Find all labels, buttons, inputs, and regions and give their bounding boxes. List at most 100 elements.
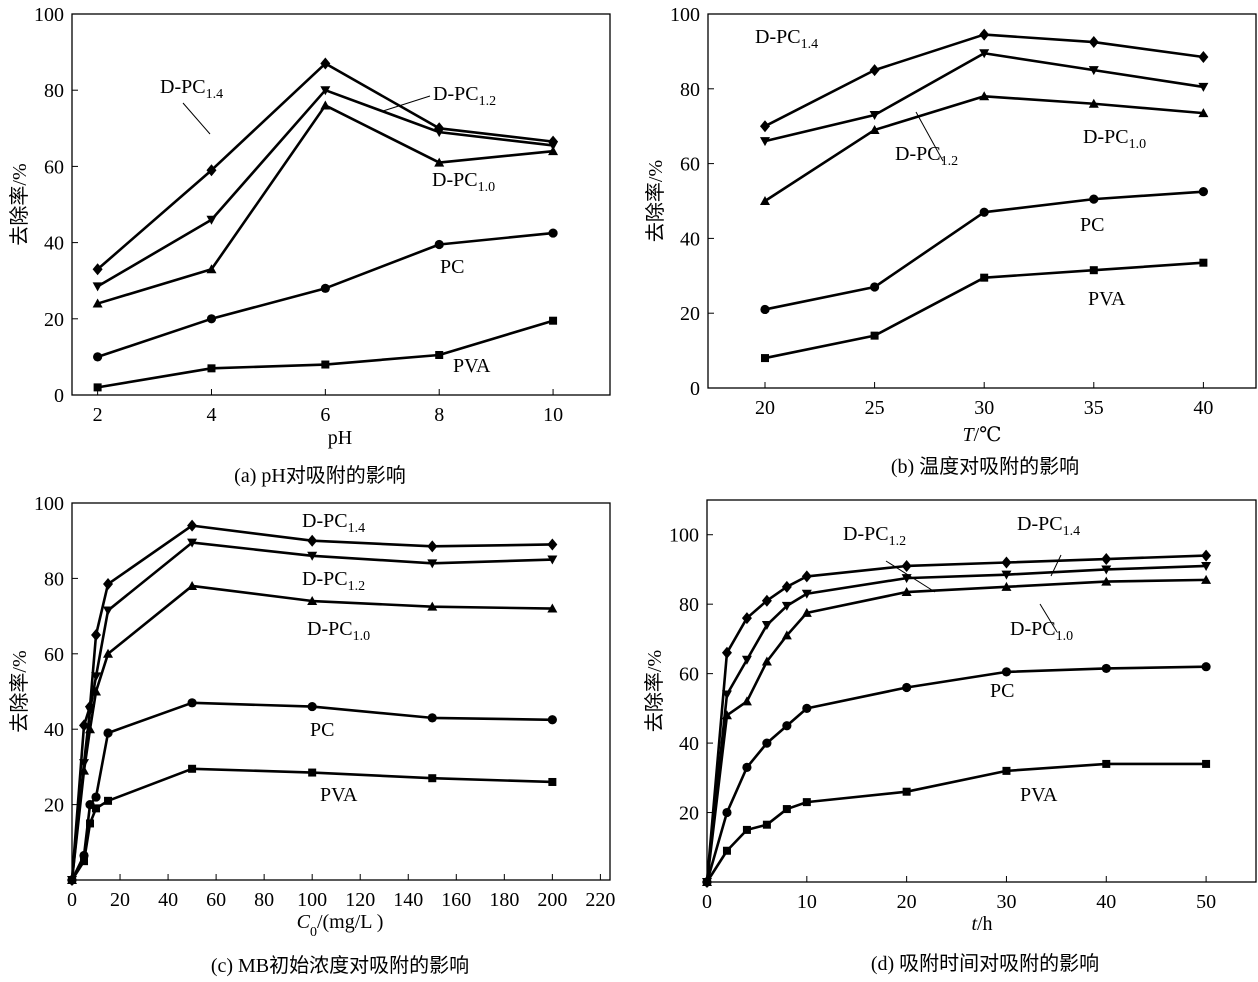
marker-triangle-down (869, 110, 880, 120)
series-pva (760, 258, 1208, 363)
x-axis-label-part: /℃ (974, 424, 1002, 446)
marker-triangle-up (547, 603, 558, 613)
marker-diamond (307, 534, 318, 547)
series-line (705, 554, 1207, 883)
series-line (764, 33, 1204, 128)
x-tick-label: 10 (797, 891, 817, 913)
annotation-subscript: 1.4 (206, 87, 224, 102)
x-tick-label: 8 (434, 404, 444, 426)
series-pva (68, 764, 557, 884)
marker-square (428, 774, 437, 783)
series-line (70, 767, 553, 881)
annotation-subscript: 1.4 (1063, 524, 1081, 539)
series-d-pc1-4 (759, 28, 1209, 133)
x-axis-label-part: T (962, 424, 975, 446)
marker-triangle-down (427, 559, 438, 569)
series-d-pc1-0 (92, 100, 559, 308)
marker-square (548, 777, 557, 786)
marker-triangle-up (1198, 108, 1209, 118)
marker-triangle-down (801, 589, 812, 599)
series-annotation: PC (440, 256, 464, 278)
x-tick-label: 2 (93, 404, 103, 426)
marker-diamond (901, 559, 912, 572)
marker-diamond (1101, 553, 1112, 566)
marker-square (308, 768, 317, 777)
series-line (70, 541, 553, 881)
marker-diamond (801, 570, 812, 583)
y-axis-label: 去除率/% (643, 650, 666, 732)
series-pva (703, 759, 1211, 886)
annotation-subscript: 1.0 (1056, 629, 1074, 644)
series-d-pc1-0 (702, 574, 1212, 886)
leader-line (382, 95, 431, 112)
marker-triangle-up (434, 157, 445, 167)
plot-frame (707, 13, 1257, 389)
marker-triangle-up (85, 724, 96, 734)
x-axis-label-part: /h (977, 913, 993, 935)
y-tick-label: 20 (44, 795, 64, 817)
marker-triangle-down (206, 215, 217, 225)
marker-diamond (320, 57, 331, 70)
marker-triangle-down (434, 128, 445, 138)
marker-triangle-up (741, 696, 752, 706)
leader-line (915, 111, 944, 162)
marker-square (802, 798, 811, 807)
marker-triangle-up (320, 100, 331, 110)
marker-triangle-up (1001, 581, 1012, 591)
marker-square (92, 804, 101, 813)
y-tick-label: 60 (44, 156, 64, 178)
marker-triangle-down (979, 49, 990, 59)
y-axis-label: 去除率/% (8, 163, 31, 245)
chart-caption: (b) 温度对吸附的影响 (891, 455, 1079, 478)
marker-diamond (761, 594, 772, 607)
annotation-base: D-PC (433, 83, 479, 105)
series-line (705, 564, 1207, 883)
y-tick-label: 20 (679, 803, 699, 825)
series-annotation: D-PC1.4 (160, 76, 223, 102)
y-tick-label: 100 (670, 4, 700, 26)
marker-diamond (1198, 51, 1209, 64)
x-tick-label: 25 (865, 397, 885, 419)
x-tick-label: 6 (320, 404, 330, 426)
marker-triangle-down (1198, 82, 1209, 92)
marker-circle (742, 762, 752, 773)
marker-triangle-up (801, 607, 812, 617)
annotation-base: PVA (1088, 288, 1126, 310)
marker-square (1199, 258, 1208, 267)
annotation-base: D-PC (895, 143, 941, 165)
marker-circle (1001, 667, 1012, 677)
series-annotation: D-PC1.0 (307, 618, 370, 644)
marker-triangle-down (721, 690, 732, 700)
series-annotation: D-PC1.2 (895, 143, 958, 169)
marker-square (980, 273, 989, 282)
marker-triangle-up (979, 91, 990, 101)
annotation-subscript: 1.2 (941, 154, 959, 169)
marker-circle (307, 701, 317, 712)
marker-diamond (1201, 549, 1212, 562)
x-tick-label: 40 (1193, 397, 1213, 419)
marker-circle (1201, 662, 1211, 672)
marker-circle (1101, 663, 1111, 674)
marker-circle (802, 703, 812, 713)
marker-diamond (869, 64, 880, 77)
marker-triangle-down (1088, 66, 1099, 76)
annotation-base: D-PC (843, 523, 889, 545)
y-tick-label: 40 (44, 233, 64, 255)
marker-diamond (721, 646, 732, 659)
series-annotation: PVA (453, 355, 491, 377)
annotation-base: D-PC (432, 169, 478, 191)
series-pc (93, 228, 558, 362)
marker-circle (427, 713, 437, 723)
x-axis-label-part: /(mg/L ) (317, 911, 383, 933)
marker-triangle-down (1201, 561, 1212, 571)
leader-line (1050, 554, 1062, 577)
marker-triangle-up (721, 710, 732, 720)
series-annotation: D-PC1.2 (843, 523, 906, 549)
marker-triangle-up (1201, 574, 1212, 584)
marker-square (703, 878, 711, 886)
series-d-pc1-0 (759, 91, 1209, 205)
marker-triangle-up (1101, 576, 1112, 586)
series-d-pc1-2 (702, 561, 1212, 887)
